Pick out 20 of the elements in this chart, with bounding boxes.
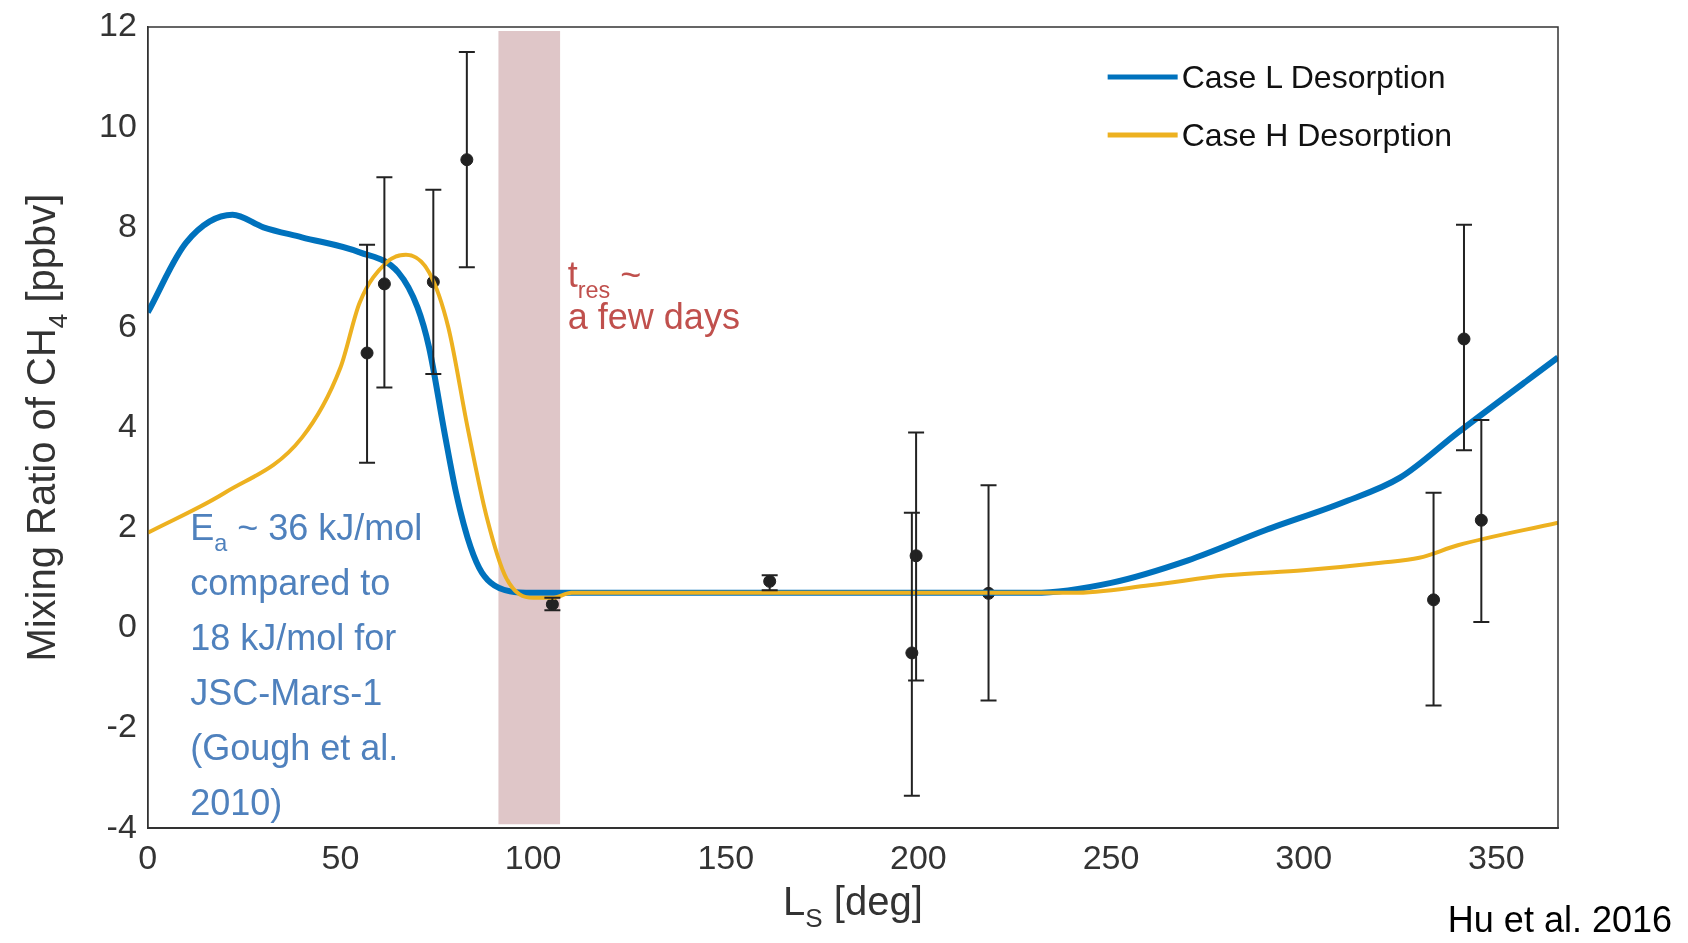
- x-tick-label: 150: [697, 837, 755, 876]
- text: Hu et al. 2016: [1447, 899, 1672, 940]
- y-tick-label: 6: [117, 305, 137, 344]
- x-tick-label: 200: [890, 837, 947, 876]
- y-tick-label: -2: [106, 706, 137, 745]
- x-tick-label: 100: [504, 837, 562, 876]
- y-tick-label: 0: [117, 606, 137, 645]
- x-tick-label: 250: [1082, 837, 1140, 876]
- x-tick-label: 50: [321, 837, 360, 876]
- y-axis-title: Mixing Ratio of CH4 [ppbv]: [19, 193, 73, 662]
- y-tick-label: 2: [117, 506, 137, 545]
- x-tick-label: 300: [1275, 837, 1333, 876]
- legend-label: Case H Desorption: [1181, 117, 1452, 153]
- y-tick-label: 12: [98, 5, 137, 44]
- y-tick-label: 4: [117, 405, 137, 444]
- y-tick-label: -4: [106, 806, 137, 845]
- x-tick-label: 350: [1467, 837, 1525, 876]
- y-tick-label: 10: [98, 105, 137, 144]
- legend-label: Case L Desorption: [1181, 59, 1446, 95]
- y-tick-label: 8: [117, 205, 137, 244]
